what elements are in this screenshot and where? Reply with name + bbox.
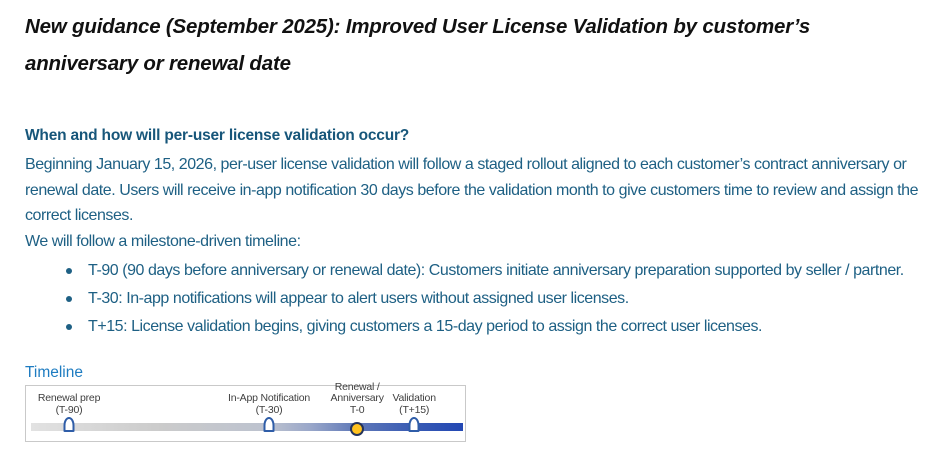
milestone-label: Renewal prep (T-90) — [37, 392, 101, 416]
page-title: New guidance (September 2025): Improved … — [25, 15, 811, 75]
milestone-bullet-list: T-90 (90 days before anniversary or rene… — [25, 258, 933, 340]
timeline-graphic: Renewal prep (T-90) In-App Notification (T-… — [25, 380, 466, 442]
bullet-text: T+15: License validation begins, giving … — [88, 318, 763, 335]
section-heading: When and how will per-user license valid… — [25, 127, 410, 144]
bullet-text: T-30: In-app notifications will appear t… — [88, 290, 629, 307]
timeline-bar — [31, 423, 463, 431]
list-item: T+15: License validation begins, giving … — [25, 314, 933, 340]
milestone-label-line: In-App Notification — [228, 392, 311, 404]
bullet-text: T-90 (90 days before anniversary or rene… — [88, 262, 904, 279]
pin-marker-icon — [263, 417, 275, 432]
paragraph-timeline-intro: We will follow a milestone-driven timeli… — [25, 232, 301, 250]
timeline-section-label: Timeline — [25, 364, 83, 381]
pin-marker-icon — [408, 417, 420, 432]
milestone-label-line: Validation — [392, 392, 437, 404]
pin-marker-icon — [63, 417, 75, 432]
milestone-label-line: (T+15) — [399, 403, 430, 416]
bullet-dot-icon — [66, 268, 72, 274]
milestone-label: Validation (T+15) — [392, 392, 437, 416]
milestone-label-line: Renewal / — [334, 380, 380, 393]
paragraph-rollout: Beginning January 15, 2026, per-user lic… — [25, 156, 919, 224]
bullet-dot-icon — [66, 296, 72, 302]
milestone-label-line: Anniversary — [330, 392, 384, 404]
milestone-label-line: T-0 — [349, 403, 365, 416]
document-body: New guidance (September 2025): Improved … — [25, 15, 933, 442]
milestone-label: In-App Notification (T-30) — [228, 392, 311, 416]
list-item: T-30: In-app notifications will appear t… — [25, 286, 933, 312]
milestone-label-line: (T-90) — [55, 403, 83, 416]
bullet-dot-icon — [66, 324, 72, 330]
circle-marker-icon — [350, 422, 365, 436]
milestone-label-line: (T-30) — [255, 403, 283, 416]
list-item: T-90 (90 days before anniversary or rene… — [25, 258, 933, 284]
milestone-label-line: Renewal prep — [37, 392, 101, 404]
milestone-label: Renewal / Anniversary T-0 — [330, 380, 384, 417]
